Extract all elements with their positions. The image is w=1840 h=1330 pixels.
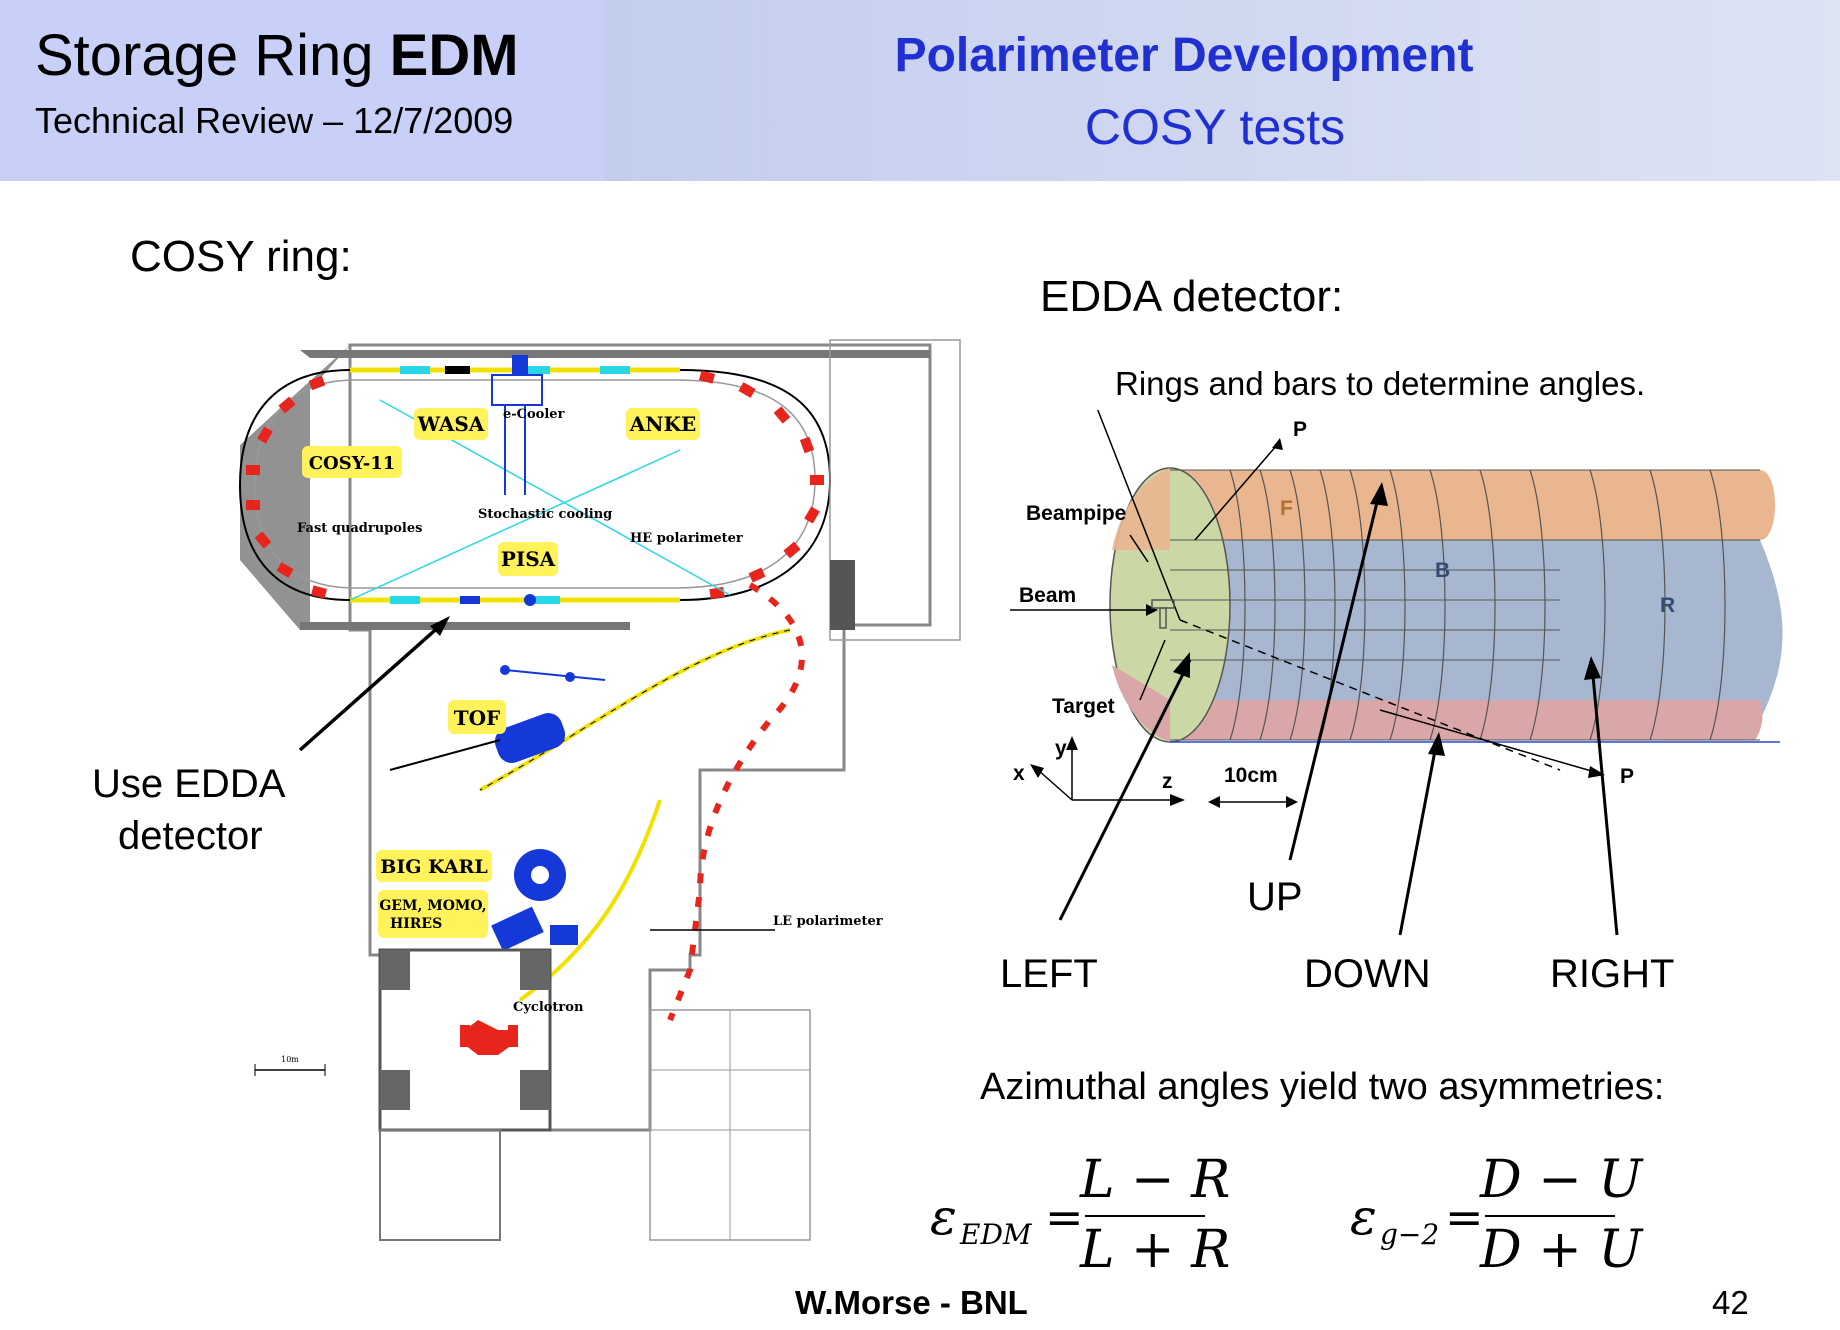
label-beam: Beam	[1019, 584, 1076, 607]
direction-arrows	[1058, 482, 1619, 936]
header-left-panel	[0, 0, 604, 181]
conference-title: Storage Ring EDM	[35, 22, 519, 89]
label-target: Target	[1052, 695, 1115, 718]
title-bold: EDM	[389, 23, 519, 88]
label-stochastic: Stochastic cooling	[478, 507, 612, 522]
label-down: DOWN	[1304, 952, 1431, 996]
slide-title: Polarimeter Development	[894, 29, 1474, 82]
label-x: x	[1013, 762, 1025, 785]
label-z: z	[1162, 770, 1173, 793]
label-f: F	[1280, 497, 1293, 520]
label-cosy11: COSY-11	[309, 453, 396, 474]
header-right-panel	[604, 0, 1840, 181]
label-hires: HIRES	[390, 916, 442, 932]
eq1-equals: =	[1045, 1190, 1084, 1244]
label-left: LEFT	[1000, 952, 1098, 996]
eq2-subscript: g−2	[1380, 1218, 1440, 1251]
map-scale-label: 10m	[281, 1055, 299, 1064]
label-r: R	[1660, 594, 1675, 617]
label-gem: GEM, MOMO,	[379, 898, 486, 914]
eq1-fraction-bar	[1085, 1215, 1205, 1217]
label-fast-quad: Fast quadrupoles	[297, 521, 422, 536]
label-right: RIGHT	[1550, 952, 1675, 996]
label-p-bottom: P	[1620, 765, 1634, 788]
eq1-subscript: EDM	[960, 1218, 1032, 1251]
asymmetries-text: Azimuthal angles yield two asymmetries:	[980, 1066, 1665, 1108]
edda-caption: Rings and bars to determine angles.	[1115, 365, 1646, 402]
slide-subtitle: COSY tests	[1084, 99, 1346, 155]
eq2-epsilon: ε	[1350, 1188, 1377, 1246]
callout-line1: Use EDDA	[92, 762, 286, 806]
label-p-top: P	[1293, 418, 1307, 441]
equation-g2: ε g−2 = D − U D + U	[1350, 1150, 1650, 1280]
callout-line2: detector	[118, 814, 263, 858]
equation-edm: ε EDM = L − R L + R	[930, 1150, 1230, 1280]
eq1-epsilon: ε	[930, 1188, 957, 1246]
title-prefix: Storage Ring	[35, 23, 374, 88]
cosy-ring-map: 10m WASA ANKE COSY-11 PISA TOF BIG KARL …	[238, 339, 961, 1241]
label-pisa: PISA	[501, 547, 556, 571]
label-up: UP	[1247, 875, 1303, 919]
cosy-ring-heading: COSY ring:	[130, 232, 352, 281]
label-cyclotron: Cyclotron	[513, 1000, 584, 1015]
edda-detector-diagram: P Beampipe Beam Target F B R y x z 10cm …	[1010, 410, 1783, 808]
label-ecooler: e-Cooler	[503, 407, 565, 422]
label-he-pol: HE polarimeter	[630, 531, 743, 546]
label-wasa: WASA	[417, 412, 485, 436]
eq2-fraction-bar	[1485, 1215, 1615, 1217]
eq2-denominator: D + U	[1480, 1220, 1643, 1280]
edda-pointer-arrow	[298, 616, 450, 752]
conference-subtitle: Technical Review – 12/7/2009	[35, 100, 514, 141]
label-beampipe: Beampipe	[1026, 502, 1126, 525]
page-number: 42	[1712, 1284, 1749, 1321]
eq1-denominator: L + R	[1080, 1220, 1231, 1280]
footer-author: W.Morse - BNL	[795, 1284, 1028, 1321]
label-b: B	[1435, 559, 1450, 582]
label-anke: ANKE	[629, 412, 696, 436]
eq1-numerator: L − R	[1080, 1150, 1231, 1210]
eq2-numerator: D − U	[1480, 1150, 1643, 1210]
eq2-equals: =	[1445, 1190, 1484, 1244]
label-10cm: 10cm	[1224, 764, 1278, 787]
label-bigkarl: BIG KARL	[380, 856, 487, 878]
edda-heading: EDDA detector:	[1040, 272, 1344, 321]
label-le-pol: LE polarimeter	[773, 914, 883, 929]
label-y: y	[1055, 737, 1067, 760]
label-tof: TOF	[454, 706, 501, 730]
